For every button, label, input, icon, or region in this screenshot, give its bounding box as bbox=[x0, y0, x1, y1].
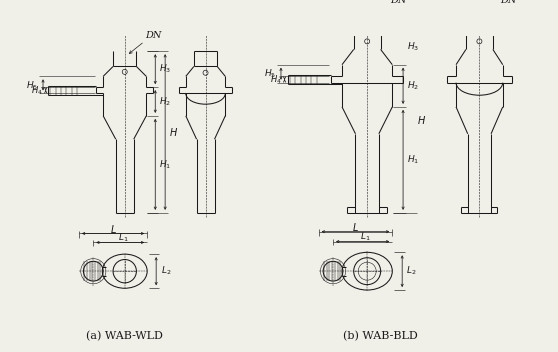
Text: $H_3$: $H_3$ bbox=[407, 40, 419, 53]
Text: DN: DN bbox=[391, 0, 407, 5]
Text: $H_3$: $H_3$ bbox=[159, 63, 171, 75]
Text: DN: DN bbox=[500, 0, 516, 5]
Text: DN: DN bbox=[146, 31, 162, 40]
Text: $L_1$: $L_1$ bbox=[118, 232, 128, 244]
Text: $H_4$: $H_4$ bbox=[31, 84, 43, 97]
Text: $H_5$: $H_5$ bbox=[26, 79, 39, 92]
Text: $H_2$: $H_2$ bbox=[159, 95, 171, 108]
Text: $L_2$: $L_2$ bbox=[161, 265, 171, 277]
Text: $H$: $H$ bbox=[169, 126, 178, 138]
Text: $L_1$: $L_1$ bbox=[360, 231, 371, 243]
Text: $L$: $L$ bbox=[109, 223, 117, 235]
Text: $H_1$: $H_1$ bbox=[159, 158, 171, 171]
Text: $H$: $H$ bbox=[417, 114, 426, 126]
Text: $L_2$: $L_2$ bbox=[406, 265, 416, 277]
Text: $H_2$: $H_2$ bbox=[407, 80, 419, 93]
Text: $H_1$: $H_1$ bbox=[407, 153, 419, 166]
Text: $L$: $L$ bbox=[352, 221, 359, 233]
Text: (b) WAB-BLD: (b) WAB-BLD bbox=[343, 331, 418, 341]
Text: $H_4$: $H_4$ bbox=[270, 74, 282, 86]
Text: $H_5$: $H_5$ bbox=[264, 68, 276, 80]
Text: (a) WAB-WLD: (a) WAB-WLD bbox=[86, 331, 163, 341]
